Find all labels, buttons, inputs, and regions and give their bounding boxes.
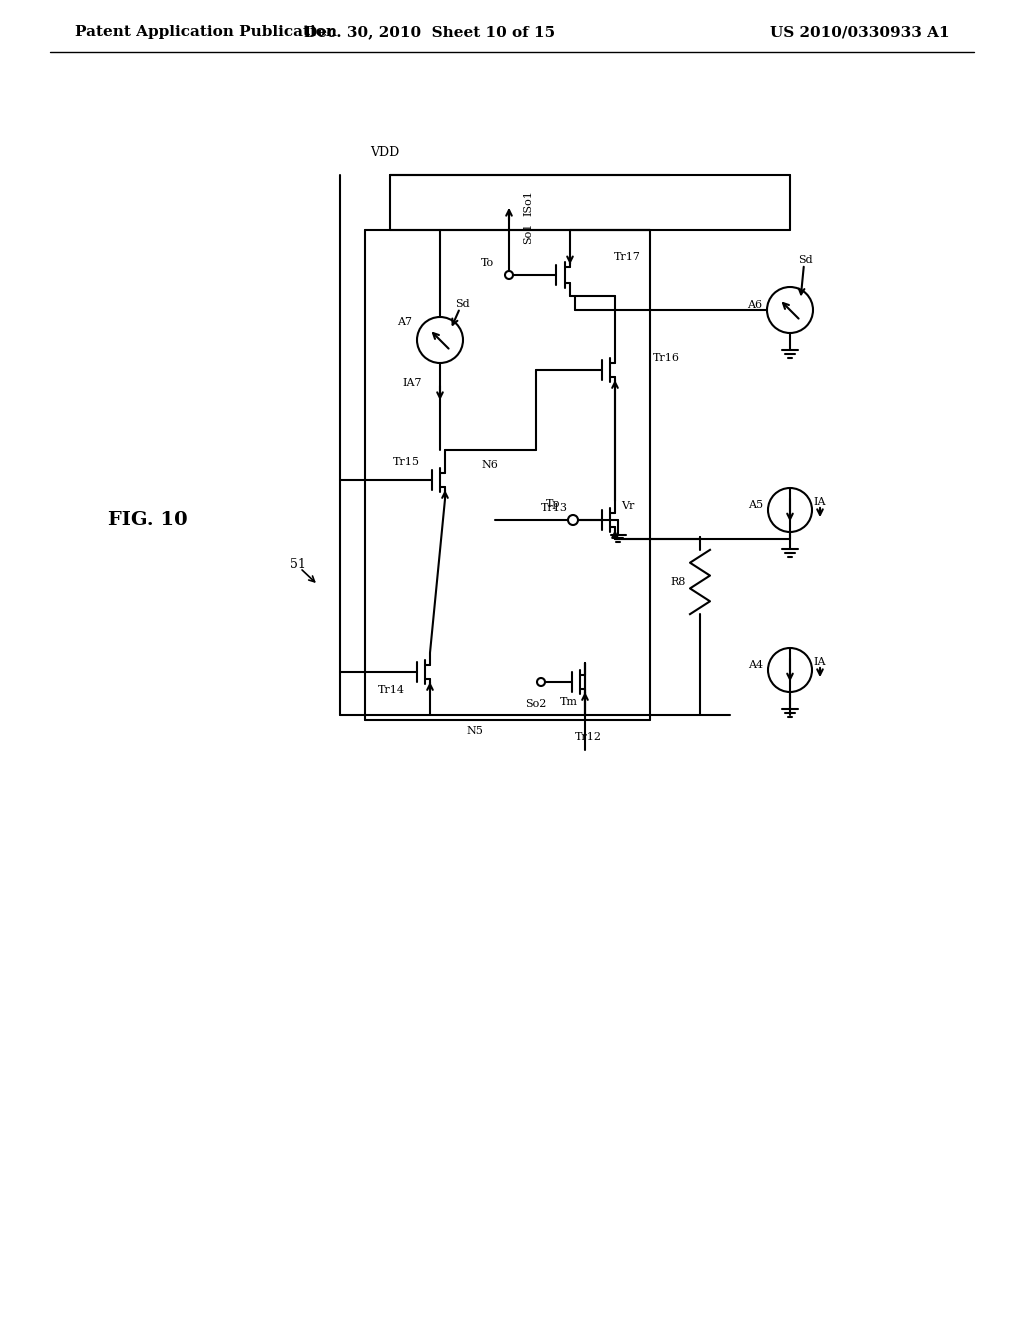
Text: IA: IA bbox=[814, 498, 826, 507]
Text: Sd: Sd bbox=[798, 255, 812, 265]
Text: IA7: IA7 bbox=[402, 378, 422, 388]
Text: FIG. 10: FIG. 10 bbox=[109, 511, 187, 529]
Text: Tr12: Tr12 bbox=[575, 733, 602, 742]
Text: Dec. 30, 2010  Sheet 10 of 15: Dec. 30, 2010 Sheet 10 of 15 bbox=[304, 25, 556, 40]
Text: A4: A4 bbox=[749, 660, 764, 671]
Text: Tr17: Tr17 bbox=[614, 252, 641, 261]
Text: So1: So1 bbox=[523, 222, 534, 244]
Text: N5: N5 bbox=[467, 726, 483, 737]
Text: N6: N6 bbox=[481, 459, 499, 470]
Text: A5: A5 bbox=[749, 500, 764, 510]
Text: Tm: Tm bbox=[560, 697, 578, 708]
Text: Tp: Tp bbox=[546, 499, 560, 510]
Text: Tr15: Tr15 bbox=[393, 457, 420, 467]
Text: IA: IA bbox=[814, 657, 826, 667]
Text: Tr16: Tr16 bbox=[653, 352, 680, 363]
Text: R8: R8 bbox=[671, 577, 686, 587]
Text: VDD: VDD bbox=[371, 147, 399, 158]
Text: A6: A6 bbox=[748, 300, 763, 310]
Text: US 2010/0330933 A1: US 2010/0330933 A1 bbox=[770, 25, 950, 40]
Text: 51: 51 bbox=[290, 558, 306, 572]
Text: Vr: Vr bbox=[622, 502, 635, 511]
Text: ISo1: ISo1 bbox=[523, 190, 534, 216]
Text: Tr14: Tr14 bbox=[378, 685, 406, 696]
Text: Tr13: Tr13 bbox=[541, 503, 568, 513]
Text: To: To bbox=[480, 257, 494, 268]
Text: So2: So2 bbox=[525, 700, 547, 709]
Text: Patent Application Publication: Patent Application Publication bbox=[75, 25, 337, 40]
Text: A7: A7 bbox=[397, 317, 413, 327]
Text: Sd: Sd bbox=[455, 300, 469, 309]
